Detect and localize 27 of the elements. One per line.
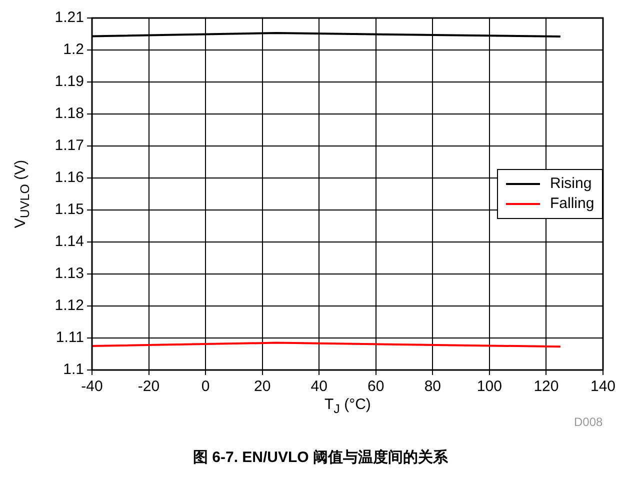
x-tick-label: -20	[138, 378, 160, 396]
x-tick-label: 140	[590, 378, 616, 396]
text: 图 6-7. EN/UVLO 阈值与温度间的关系	[192, 448, 450, 467]
y-tick-label: 1.21	[54, 9, 84, 26]
y-tick-label: 1.19	[54, 73, 84, 90]
y-tick-label: 1.14	[54, 233, 84, 250]
x-tick-label: 40	[310, 378, 328, 396]
x-tick-label: -40	[81, 378, 103, 396]
y-tick-label: 1.16	[54, 169, 84, 186]
legend-label: Rising	[550, 174, 592, 194]
y-tick-label: 1.17	[54, 137, 84, 154]
x-tick-label: 60	[368, 378, 384, 396]
y-tick-label: 1.18	[54, 105, 84, 122]
y-tick-label: 1.11	[56, 329, 84, 346]
y-tick-label: 1.1	[63, 361, 84, 378]
x-tick-label: 20	[254, 378, 271, 396]
y-tick-label: 1.2	[63, 41, 84, 58]
x-tick-label: 100	[476, 378, 502, 396]
x-tick-label: 120	[534, 378, 559, 396]
text: D008	[574, 415, 603, 429]
legend-label: Falling	[550, 194, 594, 214]
x-tick-label: 0	[201, 378, 210, 396]
x-axis-title: T$_{J}$ (°C)	[324, 396, 371, 416]
y-tick-label: 1.13	[54, 265, 84, 282]
x-tick-label: 80	[424, 378, 442, 396]
y-tick-label: 1.15	[54, 201, 84, 218]
y-tick-label: 1.12	[54, 297, 84, 314]
